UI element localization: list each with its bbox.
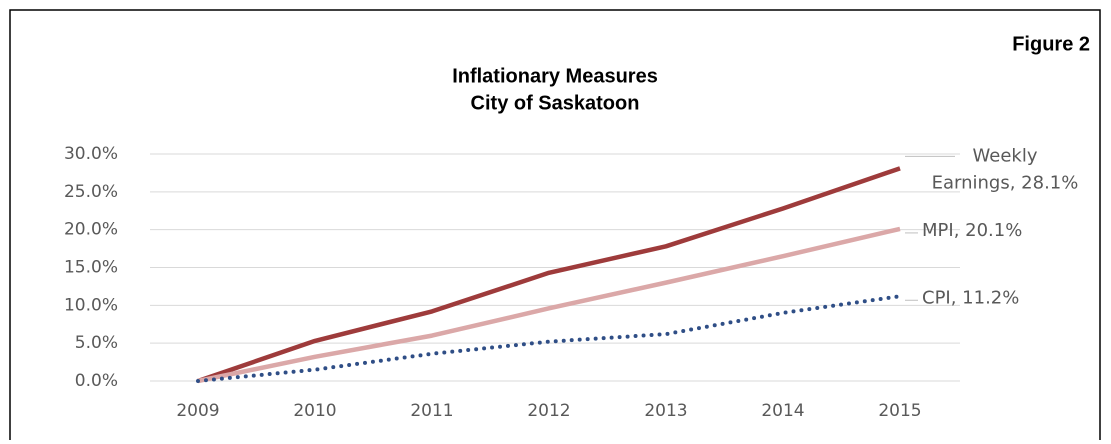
series-line (196, 294, 902, 383)
y-tick-label: 0.0% (75, 371, 118, 391)
y-tick-label: 15.0% (64, 258, 118, 278)
chart-subtitle: City of Saskatoon (471, 92, 640, 114)
series-line (197, 166, 901, 384)
x-tick-label: 2014 (761, 401, 804, 421)
series-label: MPI, 20.1% (922, 220, 1022, 241)
y-tick-label: 25.0% (64, 182, 118, 202)
x-tick-label: 2015 (878, 401, 921, 421)
chart-title: Inflationary Measures (452, 65, 658, 87)
series-label: Weekly (973, 145, 1038, 166)
series-label: CPI, 11.2% (922, 287, 1019, 308)
y-tick-label: 30.0% (64, 144, 118, 164)
series-line (197, 226, 901, 384)
series-label: Earnings, 28.1% (932, 172, 1079, 193)
x-tick-label: 2011 (410, 401, 453, 421)
y-tick-label: 20.0% (64, 220, 118, 240)
x-tick-label: 2009 (176, 401, 219, 421)
x-tick-label: 2010 (293, 401, 336, 421)
figure-label: Figure 2 (1012, 33, 1090, 55)
y-tick-label: 5.0% (75, 333, 118, 353)
x-tick-label: 2012 (527, 401, 570, 421)
x-tick-label: 2013 (644, 401, 687, 421)
frame (9, 9, 1101, 444)
y-tick-label: 10.0% (64, 295, 118, 315)
